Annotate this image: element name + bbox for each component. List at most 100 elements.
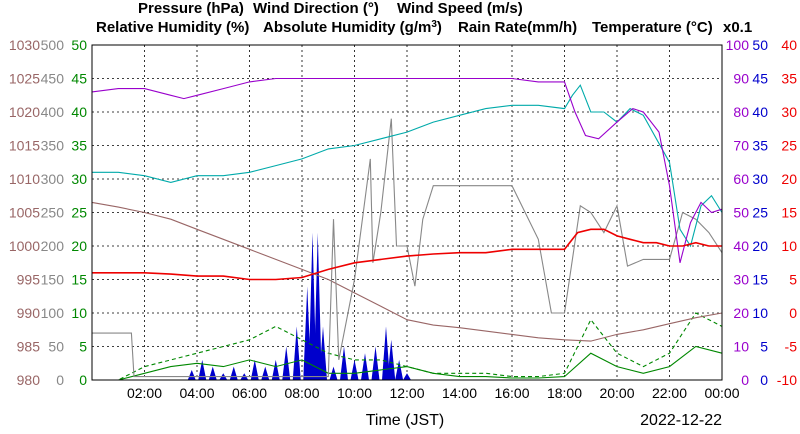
y-tick-label-humidity: 40 [733,238,749,254]
rain-rate-bar [395,359,404,380]
y-tick-label-wind_speed: 30 [71,171,87,187]
x-axis-ticks: 02:00 04:00 06:00 08:00 10:00 12:00 14:00 16:00… [127,385,740,401]
y-tick-label-temperature: 25 [781,138,797,154]
y-tick-label-temperature: 15 [781,205,797,221]
y-tick-label-wind_speed: 40 [71,104,87,120]
y-tick-label-wind_dir: 50 [48,339,64,355]
x-tick-label: 22:00 [652,385,687,401]
y-tick-label-humidity: 50 [733,205,749,221]
y-tick-label-pressure: 1030 [9,37,40,53]
relative-humidity-line [91,77,723,263]
rain-rate-bar [403,373,411,380]
y-tick-label-rain: 25 [752,205,768,221]
y-tick-label-wind_speed: 25 [71,205,87,221]
y-tick-label-rain: 35 [752,138,768,154]
x-tick-label: 04:00 [179,385,214,401]
temperature-header: Temperature (°C) [592,19,713,36]
y-tick-label-wind_dir: 100 [41,305,65,321]
rain-rate-bar [319,326,327,380]
y-tick-label-wind_dir: 350 [41,138,65,154]
x-tick-label: 18:00 [547,385,582,401]
y-tick-label-pressure: 1000 [9,238,40,254]
rain-rate-bar [361,353,369,380]
x-tick-label: 02:00 [127,385,162,401]
y-tick-label-humidity: 30 [733,272,749,288]
y-tick-label-temperature: 10 [781,238,797,254]
absolute-humidity-sup: 3 [431,19,437,30]
rain-rate-bar [340,346,348,380]
y-tick-label-wind_speed: 50 [71,37,87,53]
y-tick-label-pressure: 990 [17,305,41,321]
x-tick-label: 06:00 [232,385,267,401]
y-tick-label-rain: 40 [752,104,768,120]
rain-rate-bar [187,369,196,380]
y-tick-label-humidity: 100 [726,37,750,53]
wind-speed-header: Wind Speed (m/s) [397,0,523,17]
y-tick-label-wind_speed: 45 [71,71,87,87]
rain-rate-bar [308,232,317,380]
y-tick-label-rain: 10 [752,305,768,321]
y-tick-label-wind_dir: 300 [41,171,65,187]
y-tick-label-rain: 15 [752,272,768,288]
relative-humidity-header: Relative Humidity (%) [96,19,249,36]
y-tick-label-wind_dir: 450 [41,71,65,87]
x-tick-label: 00:00 [704,385,739,401]
y-tick-label-humidity: 0 [741,372,749,388]
rain-rate-bar [292,326,301,380]
y-tick-label-pressure: 1010 [9,171,40,187]
y-axis-ticks: 9809859909951000100510101015102010251030… [9,37,797,388]
x-axis-label: Time (JST) [366,412,445,429]
y-tick-label-temperature: 40 [781,37,797,53]
y-tick-label-rain: 50 [752,37,768,53]
y-tick-label-humidity: 20 [733,305,749,321]
y-tick-label-wind_speed: 35 [71,138,87,154]
y-tick-label-humidity: 10 [733,339,749,355]
y-tick-label-pressure: 985 [17,339,41,355]
y-tick-label-humidity: 90 [733,71,749,87]
y-tick-label-wind_speed: 15 [71,272,87,288]
rain-rate-bar [208,366,217,380]
y-tick-label-temperature: 30 [781,104,797,120]
temperature-line [92,228,722,281]
y-tick-label-humidity: 60 [733,171,749,187]
plot-area [91,77,723,381]
y-tick-label-pressure: 995 [17,272,41,288]
y-tick-label-wind_speed: 0 [79,372,87,388]
y-tick-label-wind_dir: 500 [41,37,65,53]
y-tick-label-temperature: 5 [789,272,797,288]
rain-rate-bar [271,359,280,380]
chart-date: 2022-12-22 [640,412,722,429]
absolute-humidity-line [92,84,723,248]
rain-rate-bar [282,346,291,380]
y-tick-label-pressure: 1015 [9,138,40,154]
grid [92,45,722,380]
absolute-humidity-header: Absolute Humidity (g/m3) [263,19,442,36]
y-tick-label-pressure: 1005 [9,205,40,221]
y-tick-label-wind_speed: 5 [79,339,87,355]
y-tick-label-wind_dir: 150 [41,272,65,288]
y-tick-label-rain: 5 [760,339,768,355]
y-tick-label-temperature: 0 [789,305,797,321]
x-tick-label: 08:00 [284,385,319,401]
rain-rate-bar [198,359,207,380]
wind-direction-header: Wind Direction (°) [253,0,379,17]
y-tick-label-temperature: -10 [777,372,797,388]
rain-rate-bar [382,326,390,380]
rain-rate-bar [371,346,380,380]
y-tick-label-rain: 45 [752,71,768,87]
y-tick-label-pressure: 980 [17,372,41,388]
absolute-humidity-label: Absolute Humidity (g/m [263,19,431,36]
x-tick-label: 14:00 [442,385,477,401]
y-tick-label-humidity: 80 [733,104,749,120]
y-tick-label-wind_dir: 400 [41,104,65,120]
plot-frame [91,44,723,381]
y-tick-label-rain: 0 [760,372,768,388]
y-tick-label-temperature: 35 [781,71,797,87]
y-tick-label-wind_speed: 20 [71,238,87,254]
rain-rate-bar [387,339,396,380]
y-tick-label-wind_speed: 10 [71,305,87,321]
rain-rate-bar [229,366,238,380]
y-tick-label-humidity: 70 [733,138,749,154]
y-tick-label-pressure: 1020 [9,104,40,120]
